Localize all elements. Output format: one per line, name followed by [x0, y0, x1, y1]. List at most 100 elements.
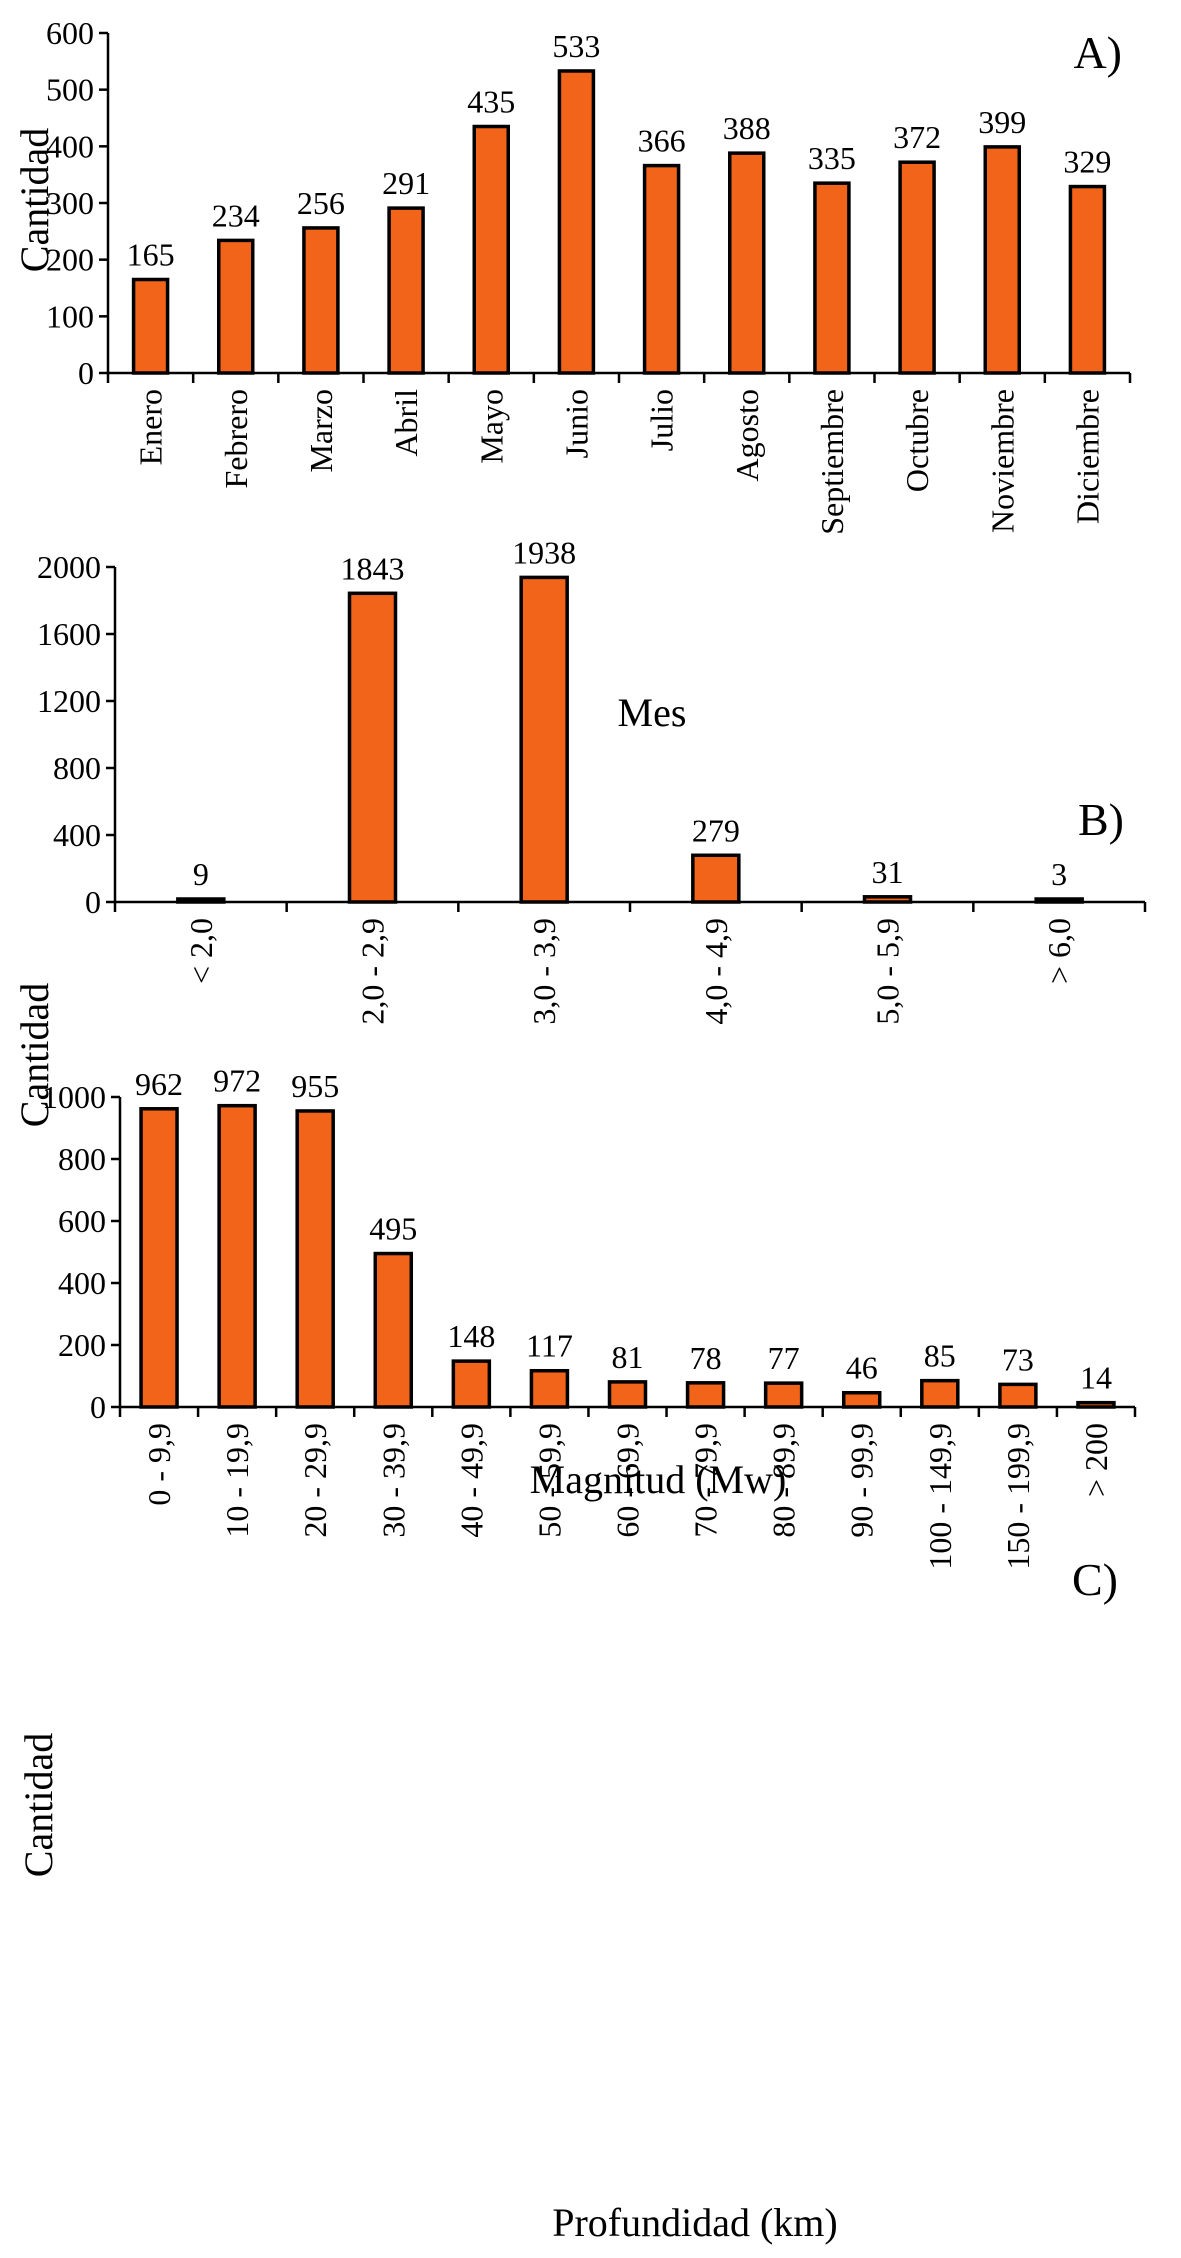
category-label: Febrero [218, 389, 254, 489]
category-label: 150 - 199,9 [1000, 1423, 1036, 1570]
category-label: 80 - 89,9 [766, 1423, 802, 1538]
category-label: 90 - 99,9 [844, 1423, 880, 1538]
chart-panel-c: C) Cantidad Profundidad (km) 0 200 400 600 8… [16, 1063, 1137, 2245]
data-label: 962 [135, 1066, 183, 1102]
y-tick-label: 1200 [37, 683, 101, 719]
y-tick-label: 100 [46, 298, 94, 334]
category-label: Octubre [899, 389, 935, 492]
data-label: 279 [692, 812, 740, 848]
y-tick-label: 600 [46, 15, 94, 51]
category-label: < 2,0 [183, 918, 219, 984]
bar [1076, 1400, 1116, 1409]
bar [983, 145, 1021, 375]
bar [685, 1381, 726, 1409]
data-label: 78 [690, 1340, 722, 1376]
panel-label-b: B) [1078, 794, 1124, 845]
bar [387, 206, 425, 375]
data-label: 495 [369, 1211, 417, 1247]
category-label: Diciembre [1069, 389, 1105, 524]
data-label: 335 [808, 140, 856, 176]
data-label: 46 [846, 1350, 878, 1386]
y-tick-label: 200 [58, 1327, 106, 1363]
bar [862, 895, 913, 904]
category-label: 70 - 79,9 [688, 1423, 724, 1538]
category-label: Noviembre [984, 389, 1020, 533]
panel-label-c: C) [1072, 1554, 1118, 1605]
bar [728, 151, 766, 375]
category-label: 60 - 69,9 [610, 1423, 646, 1538]
bar [131, 277, 170, 375]
category-label: 40 - 49,9 [453, 1423, 489, 1538]
bar [1034, 897, 1084, 904]
bar [1068, 184, 1107, 375]
y-tick-label: 0 [85, 884, 101, 920]
bar [691, 853, 741, 904]
category-label: > 6,0 [1041, 918, 1077, 984]
y-tick-label: 800 [58, 1141, 106, 1177]
bar [557, 69, 596, 375]
y-axis-title-a: Cantidad [12, 128, 57, 272]
data-label: 329 [1063, 144, 1111, 180]
data-label: 148 [447, 1318, 495, 1354]
y-tick-label: 800 [53, 750, 101, 786]
y-tick-label: 400 [46, 128, 94, 164]
y-tick-label: 400 [58, 1265, 106, 1301]
y-tick-label: 2000 [37, 549, 101, 585]
y-tick-label: 200 [46, 242, 94, 278]
category-label: Agosto [729, 389, 765, 481]
y-tick-label: 400 [53, 817, 101, 853]
category-label: Julio [644, 389, 680, 451]
bar [217, 1103, 257, 1409]
bar [472, 124, 510, 375]
y-tick-label: 300 [46, 185, 94, 221]
data-label: 9 [193, 856, 209, 892]
bar [139, 1107, 179, 1409]
category-label: > 200 [1078, 1423, 1114, 1497]
data-label: 117 [526, 1328, 573, 1364]
category-label: 3,0 - 3,9 [526, 918, 562, 1025]
data-label: 3 [1051, 856, 1067, 892]
y-tick-label: 500 [46, 72, 94, 108]
bar [898, 160, 936, 375]
y-tick-label: 1600 [37, 616, 101, 652]
x-axis-title-a: Mes [618, 690, 687, 735]
data-label: 972 [213, 1063, 261, 1099]
data-label: 31 [872, 854, 904, 890]
category-label: 2,0 - 2,9 [355, 918, 391, 1025]
category-label: 4,0 - 4,9 [698, 918, 734, 1025]
data-label: 399 [978, 104, 1026, 140]
data-label: 533 [552, 28, 600, 64]
bar [920, 1378, 960, 1409]
bar [302, 226, 340, 375]
y-tick-label: 1000 [42, 1079, 106, 1115]
bar [519, 575, 569, 904]
bar [998, 1382, 1038, 1409]
chart-panel-a: A) Cantidad Mes 0 100 200 300 400 500 600 165 En… [12, 15, 1132, 735]
bar [347, 591, 398, 904]
data-label: 1843 [341, 550, 405, 586]
category-label: Marzo [303, 389, 339, 473]
category-label: 50 - 59,9 [531, 1423, 567, 1538]
bar [763, 1381, 804, 1409]
data-label: 372 [893, 119, 941, 155]
bar [642, 163, 681, 375]
bar [176, 897, 226, 904]
category-label: Abril [388, 389, 424, 457]
x-axis-title-c: Profundidad (km) [552, 2200, 838, 2245]
bar [217, 238, 255, 375]
y-axis-title-c: Cantidad [16, 1733, 61, 1877]
x-axis-title-b: Magnitud (Mw) [530, 1457, 787, 1502]
bar [373, 1251, 414, 1409]
category-label: 10 - 19,9 [219, 1423, 255, 1538]
bar [529, 1368, 570, 1409]
category-label: Septiembre [814, 389, 850, 535]
data-label: 366 [638, 123, 686, 159]
category-label: 0 - 9,9 [141, 1423, 177, 1506]
data-label: 435 [467, 84, 515, 120]
category-label: 30 - 39,9 [375, 1423, 411, 1538]
data-label: 81 [612, 1339, 644, 1375]
data-label: 73 [1002, 1341, 1034, 1377]
y-tick-label: 600 [58, 1203, 106, 1239]
category-label: Enero [133, 389, 169, 465]
